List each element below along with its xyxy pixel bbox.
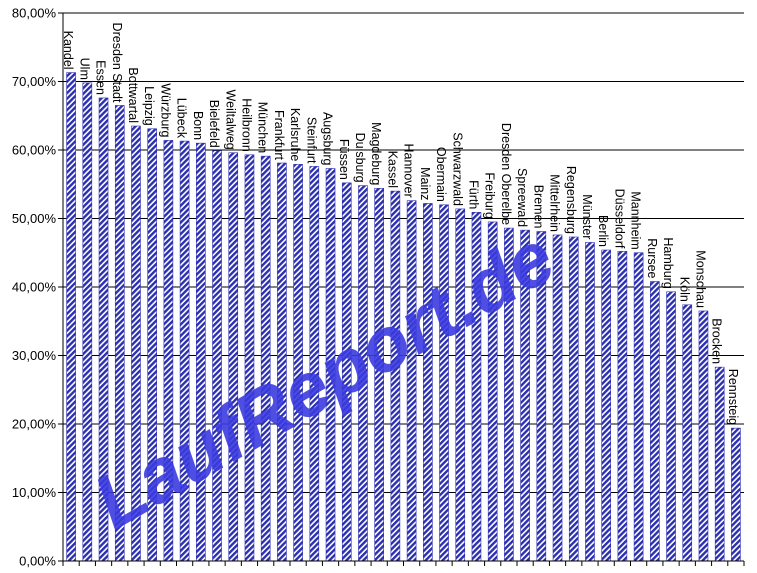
category-label: Dresden Stadt — [110, 23, 124, 103]
category-label: Hannover — [402, 143, 416, 197]
y-tick-label: 10,00% — [12, 485, 57, 500]
category-label: Mannheim — [629, 191, 643, 249]
category-label: Lübeck — [175, 98, 189, 139]
y-tick-label: 20,00% — [12, 417, 57, 432]
category-label: Magdeburg — [369, 122, 383, 185]
bar — [568, 236, 579, 562]
category-label: Monschau — [693, 250, 707, 308]
category-label: Leipzig — [142, 86, 156, 126]
category-label: Würzburg — [158, 83, 172, 137]
gridlines — [63, 12, 744, 493]
y-tick-label: 50,00% — [12, 211, 57, 226]
category-label: Duisburg — [353, 133, 367, 183]
bar — [228, 152, 239, 562]
category-label: Freiburg — [483, 172, 497, 219]
category-label: Berlin — [596, 215, 610, 247]
category-label: Bonn — [191, 111, 205, 140]
axes — [58, 12, 745, 566]
category-label: Spreewald — [515, 168, 529, 227]
category-label: Mittelrhein — [548, 174, 562, 232]
category-label: Bielefeld — [207, 100, 221, 148]
y-tick-label: 40,00% — [12, 280, 57, 295]
y-tick-label: 60,00% — [12, 143, 57, 158]
bar — [617, 251, 628, 562]
bar — [601, 249, 611, 562]
category-label: Rursee — [645, 238, 659, 278]
bar — [585, 242, 595, 562]
category-label: Ulm — [77, 58, 91, 80]
y-tick-label: 30,00% — [12, 348, 57, 363]
category-label: Obermain — [434, 147, 448, 202]
category-label: Rennsteig — [726, 369, 740, 425]
category-label: Hamburg — [661, 237, 675, 288]
category-label: Karlsruhe — [288, 108, 302, 162]
bar — [66, 72, 76, 562]
bar — [439, 204, 449, 562]
category-label: Regensburg — [564, 166, 578, 234]
category-label: Köln — [677, 277, 691, 302]
category-label: Mainz — [418, 167, 432, 200]
bar — [682, 304, 693, 562]
category-label: Bottwartal — [126, 67, 140, 123]
category-label: Bremen — [531, 185, 545, 229]
category-label: Brocken — [710, 318, 724, 364]
bar — [244, 154, 255, 562]
category-label: Essen — [94, 60, 108, 95]
category-label: Schwarzwald — [450, 132, 464, 206]
bar — [406, 200, 417, 562]
y-tick-label: 80,00% — [12, 6, 57, 21]
category-label: Dresden Oberelbe — [499, 123, 513, 225]
category-label: Düsseldorf — [612, 189, 626, 249]
bar — [666, 291, 676, 562]
category-label: Münster — [580, 194, 594, 239]
category-label: Kassel — [385, 151, 399, 189]
category-label: Fürth — [466, 180, 480, 209]
bar — [260, 155, 271, 562]
bar — [731, 427, 741, 562]
category-label: Füssen — [337, 139, 351, 180]
bar — [698, 310, 709, 562]
category-label: München — [256, 102, 270, 153]
bar — [714, 366, 725, 562]
category-label: Heilbronn — [239, 98, 253, 152]
bar — [212, 150, 222, 562]
category-label: Kandel — [61, 31, 75, 70]
y-tick-label: 70,00% — [12, 74, 57, 89]
y-tick-labels: 0,00% 10,00% 20,00% 30,00% 40,00% 50,00% 60,00… — [12, 6, 57, 569]
category-label: Frankfurt — [272, 110, 286, 161]
bar — [633, 252, 644, 562]
bar — [423, 203, 433, 562]
category-label: Augsburg — [321, 112, 335, 166]
y-tick-label: 0,00% — [19, 554, 56, 569]
category-label: Steinfurt — [304, 117, 318, 164]
category-labels: Kandel Ulm Essen Dresden Stadt Bottwartal Lei… — [61, 23, 740, 426]
category-label: Weiltalweg — [223, 90, 237, 150]
bar — [650, 281, 660, 562]
